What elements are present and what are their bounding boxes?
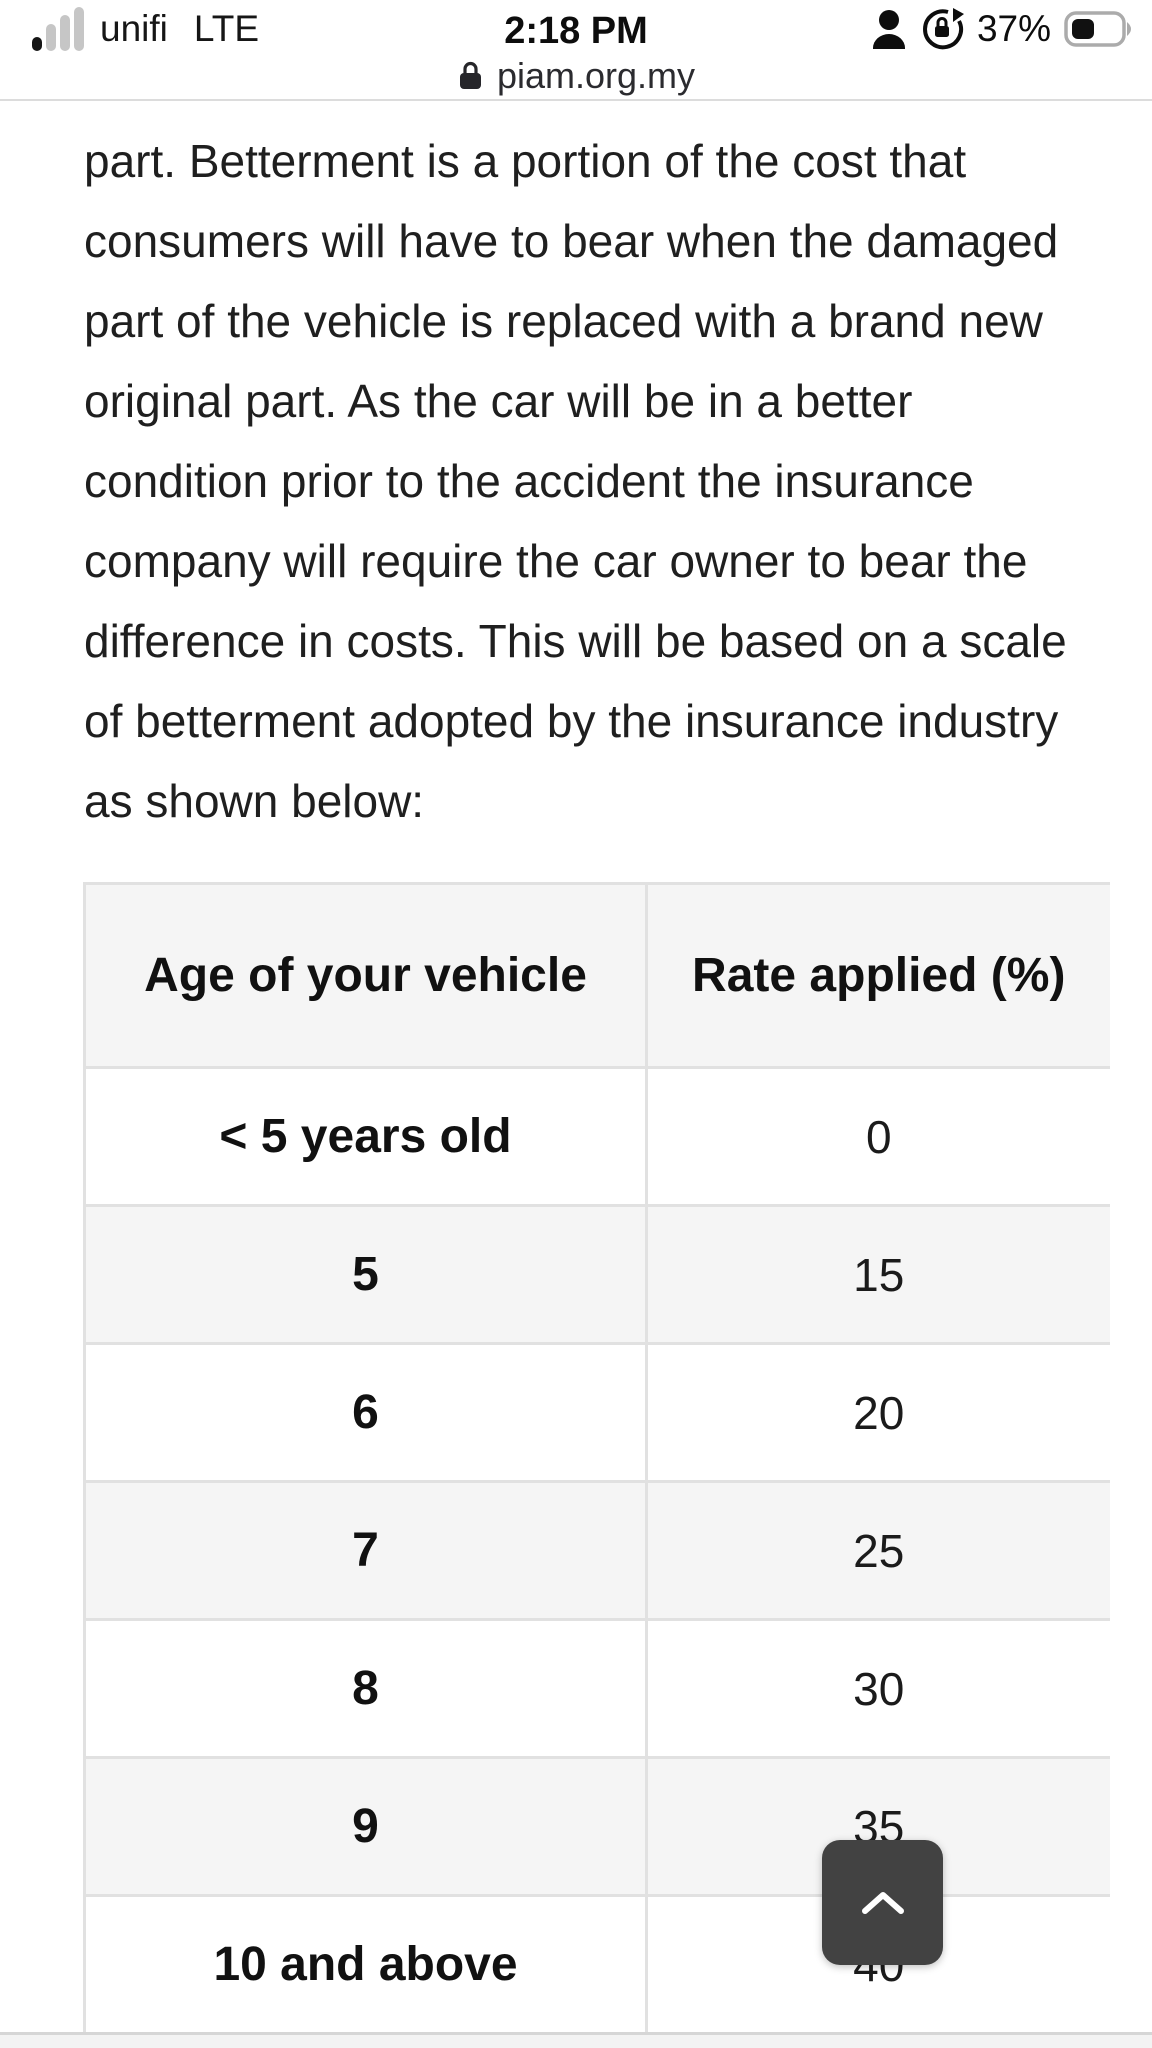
rate-cell: 0 xyxy=(646,1067,1110,1207)
table-row: 5 15 xyxy=(84,1205,1110,1345)
network-type-label: LTE xyxy=(193,8,260,49)
table-row: < 5 years old 0 xyxy=(84,1067,1110,1207)
signal-strength-icon xyxy=(32,7,84,51)
status-bar-right: 37% xyxy=(871,7,1136,51)
battery-icon xyxy=(1064,11,1131,47)
age-cell: 5 xyxy=(84,1205,648,1345)
age-cell: 7 xyxy=(84,1481,648,1621)
status-bar: unifi LTE 2:18 PM 37% xyxy=(0,0,1152,52)
rotation-lock-icon xyxy=(923,8,964,50)
age-cell: 6 xyxy=(84,1343,648,1483)
age-cell: 10 and above xyxy=(84,1895,648,2035)
scroll-to-top-button[interactable] xyxy=(822,1840,943,1965)
carrier-label: unifi xyxy=(100,8,168,49)
browser-chrome: unifi LTE 2:18 PM 37% xyxy=(0,0,1152,101)
https-lock-icon xyxy=(459,61,481,89)
header-age-of-vehicle: Age of your vehicle xyxy=(84,883,648,1069)
betterment-scale-table: Age of your vehicle Rate applied (%) < 5… xyxy=(83,882,1110,2035)
rate-cell: 15 xyxy=(646,1205,1110,1345)
table-row: 9 35 xyxy=(84,1757,1110,1897)
rate-cell: 25 xyxy=(646,1481,1110,1621)
table-row: 8 30 xyxy=(84,1619,1110,1759)
table-header-row: Age of your vehicle Rate applied (%) xyxy=(84,883,1110,1069)
age-cell: < 5 years old xyxy=(84,1067,648,1207)
url-domain: piam.org.my xyxy=(496,54,696,96)
page-content: part. Betterment is a portion of the cos… xyxy=(0,101,1152,841)
bottom-toolbar-divider xyxy=(0,2032,1152,2048)
status-bar-left: unifi LTE xyxy=(14,6,259,52)
table-row: 10 and above 40 xyxy=(84,1895,1110,2035)
age-cell: 9 xyxy=(84,1757,648,1897)
rate-cell: 30 xyxy=(646,1619,1110,1759)
url-bar[interactable]: piam.org.my xyxy=(0,52,1152,99)
table-row: 6 20 xyxy=(84,1343,1110,1483)
table-row: 7 25 xyxy=(84,1481,1110,1621)
chevron-up-icon xyxy=(861,1891,904,1914)
battery-percent-label: 37% xyxy=(976,8,1051,49)
age-cell: 8 xyxy=(84,1619,648,1759)
person-icon xyxy=(872,10,905,49)
header-rate-applied: Rate applied (%) xyxy=(646,883,1110,1069)
rate-cell: 20 xyxy=(646,1343,1110,1483)
betterment-paragraph: part. Betterment is a portion of the cos… xyxy=(84,135,1067,827)
